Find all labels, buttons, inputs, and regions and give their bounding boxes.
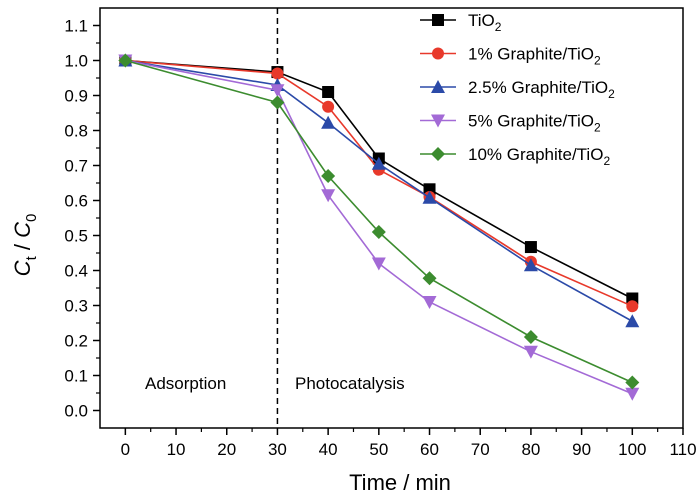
data-point (626, 300, 639, 313)
series-3 (118, 54, 640, 401)
data-point (422, 296, 437, 309)
y-tick-label: 1.1 (64, 17, 88, 36)
series-line (125, 59, 633, 384)
data-point (371, 225, 386, 239)
y-tick-label: 0.1 (64, 367, 88, 386)
y-tick-label: 0.0 (64, 402, 88, 421)
legend-marker (431, 147, 445, 161)
legend-label: 2.5% Graphite/TiO2 (468, 78, 615, 101)
x-tick-label: 50 (369, 440, 388, 459)
data-point (422, 271, 437, 286)
data-point (523, 258, 538, 272)
legend-entry: 2.5% Graphite/TiO2 (420, 78, 615, 101)
x-tick-label: 0 (121, 440, 130, 459)
y-tick-label: 0.4 (64, 262, 88, 281)
data-point (322, 100, 335, 113)
x-tick-label: 110 (669, 440, 696, 459)
legend-marker (431, 80, 445, 93)
annotation-adsorption: Adsorption (145, 374, 226, 393)
data-point (321, 115, 336, 129)
series-4 (118, 53, 640, 390)
data-point (270, 84, 285, 98)
data-point (321, 189, 336, 203)
x-tick-label: 60 (420, 440, 439, 459)
data-point (523, 330, 538, 344)
legend-entry: TiO2 (420, 11, 502, 34)
legend-entry: 10% Graphite/TiO2 (420, 145, 610, 168)
legend-label: TiO2 (468, 11, 502, 34)
annotation-photocatalysis: Photocatalysis (295, 374, 405, 393)
y-tick-label: 0.5 (64, 227, 88, 246)
data-point (322, 86, 335, 98)
legend-entry: 5% Graphite/TiO2 (420, 112, 601, 135)
data-point (321, 169, 336, 183)
legend-label: 10% Graphite/TiO2 (468, 145, 610, 168)
data-point (625, 387, 640, 401)
x-tick-label: 70 (471, 440, 490, 459)
y-tick-label: 0.3 (64, 297, 88, 316)
data-point (371, 257, 386, 271)
series-line (125, 59, 633, 322)
x-tick-label: 90 (572, 440, 591, 459)
data-point (271, 67, 284, 80)
data-point (523, 345, 538, 359)
x-axis-title: Time / min (349, 470, 451, 495)
x-tick-label: 10 (167, 440, 186, 459)
annotation-layer: Adsorption Photocatalysis (145, 374, 405, 393)
x-tick-label: 100 (618, 440, 646, 459)
y-tick-label: 0.7 (64, 157, 88, 176)
legend-entry: 1% Graphite/TiO2 (420, 45, 601, 68)
legend: TiO2 1% Graphite/TiO2 2.5% Graphite/TiO2 5%… (420, 11, 615, 168)
legend-marker (432, 14, 444, 26)
data-point (524, 241, 537, 254)
data-point (118, 53, 133, 68)
legend-marker (431, 114, 445, 128)
x-tick-label: 20 (217, 440, 236, 459)
legend-label: 5% Graphite/TiO2 (468, 112, 601, 135)
axes: 0 10 20 30 40 50 60 70 80 90 100 110 0.0 0.1 0.2 0.3 0.4… (64, 7, 697, 459)
data-point (270, 95, 285, 110)
y-tick-label: 0.6 (64, 192, 88, 211)
y-tick-label: 0.9 (64, 87, 88, 106)
x-tick-label: 40 (319, 440, 338, 459)
y-axis-title: Ct / C0 (10, 214, 40, 277)
legend-label: 1% Graphite/TiO2 (468, 45, 601, 68)
y-tick-label: 0.2 (64, 332, 88, 351)
data-point (422, 190, 437, 204)
data-point (625, 314, 640, 328)
data-point (625, 375, 640, 390)
x-tick-label: 80 (521, 440, 540, 459)
series-layer (118, 53, 640, 401)
legend-marker (432, 47, 444, 60)
data-point (371, 156, 386, 170)
y-tick-label: 0.8 (64, 122, 88, 141)
x-tick-label: 30 (268, 440, 287, 459)
y-tick-label: 1.0 (64, 52, 88, 71)
